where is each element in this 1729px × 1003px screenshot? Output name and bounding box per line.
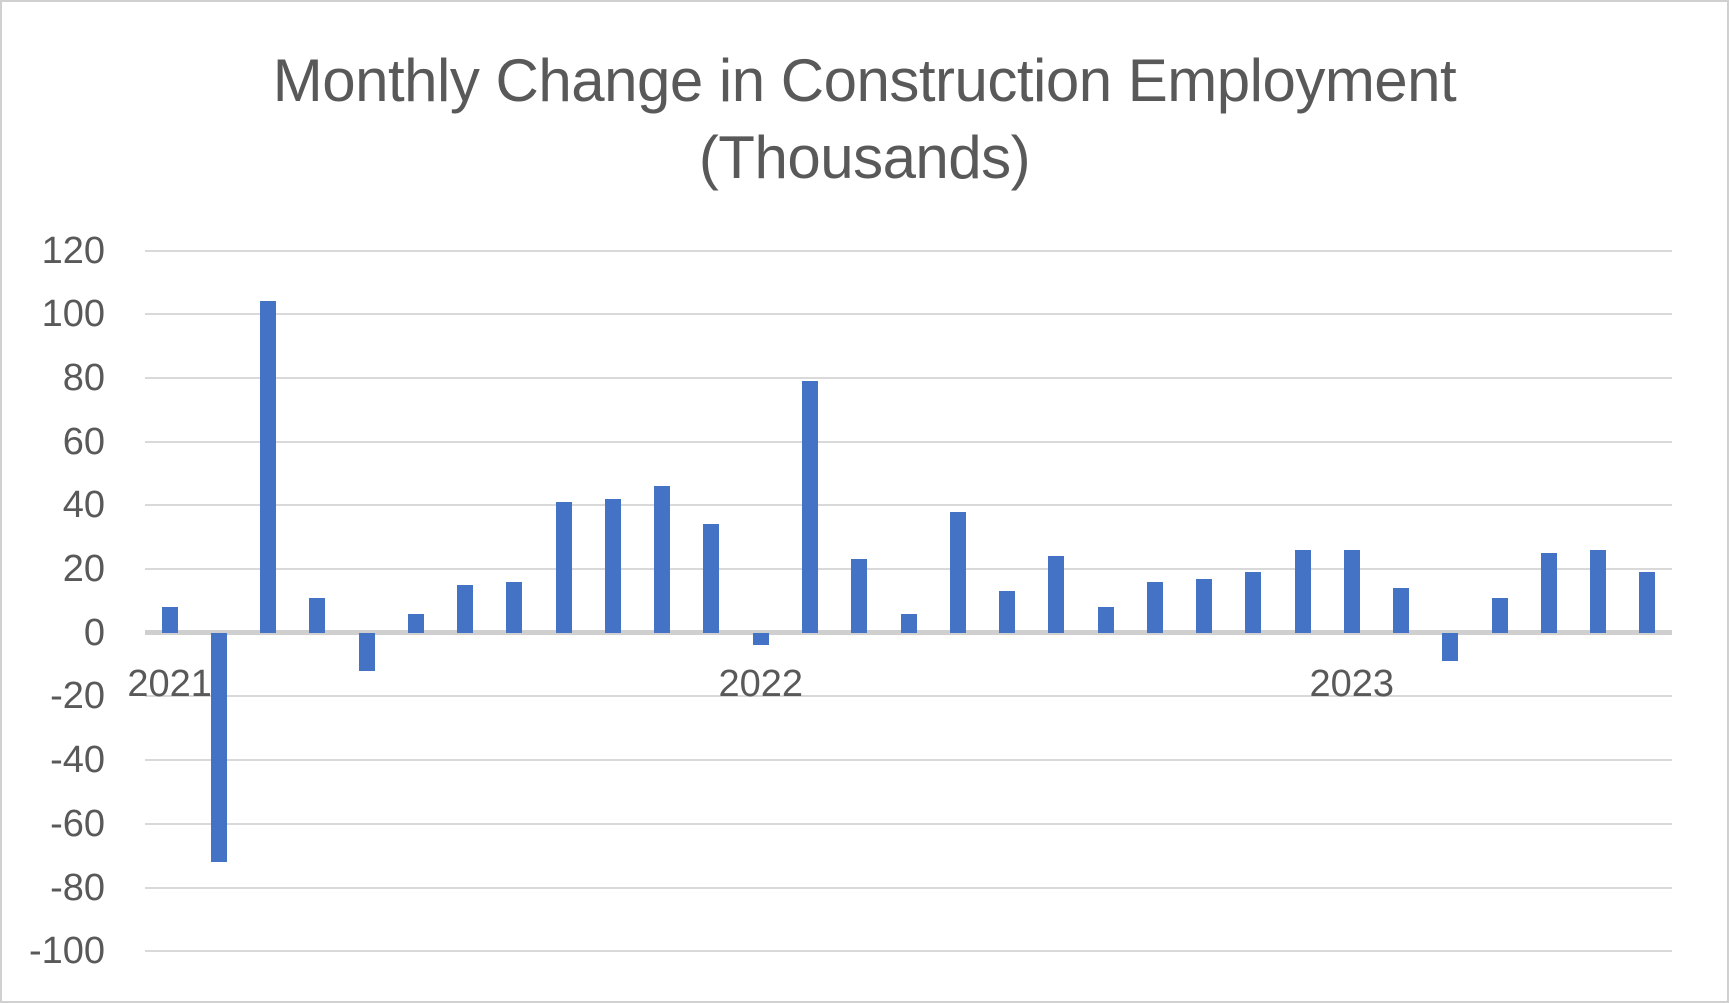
x-tick-label-2023: 2023 (1309, 663, 1395, 705)
bar-2021-07[interactable] (457, 584, 474, 633)
y-tick-label--20: -20 (50, 675, 105, 718)
bar-2021-06[interactable] (407, 613, 424, 633)
chart-title-line2: (Thousands) (698, 124, 1031, 191)
bar-2021-09[interactable] (555, 502, 572, 633)
x-axis-line (145, 630, 1672, 636)
gridline-y--40 (145, 759, 1672, 762)
bar-2021-01[interactable] (161, 607, 178, 633)
gridline-y-60 (145, 440, 1672, 443)
bar-2023-04[interactable] (1491, 597, 1508, 633)
bar-2022-01[interactable] (752, 632, 769, 646)
y-tick-label-80: 80 (62, 356, 105, 399)
y-tick-label--60: -60 (50, 802, 105, 845)
bar-2021-08[interactable] (506, 581, 523, 633)
bar-2023-02[interactable] (1393, 588, 1410, 633)
bar-2021-11[interactable] (654, 486, 671, 633)
bar-2022-10[interactable] (1196, 578, 1213, 633)
bar-2022-07[interactable] (1048, 556, 1065, 633)
bar-2021-02[interactable] (210, 632, 227, 862)
bar-2022-05[interactable] (949, 511, 966, 633)
gridline-y-40 (145, 504, 1672, 507)
gridline-y-120 (145, 249, 1672, 252)
bar-2021-12[interactable] (703, 524, 720, 633)
y-tick-label-120: 120 (41, 229, 105, 272)
gridline-y--80 (145, 886, 1672, 889)
bar-2022-04[interactable] (900, 613, 917, 633)
bar-2022-12[interactable] (1294, 549, 1311, 633)
bar-2023-05[interactable] (1540, 553, 1557, 633)
gridline-y--60 (145, 822, 1672, 825)
y-tick-label--80: -80 (50, 866, 105, 909)
bar-2022-08[interactable] (1097, 607, 1114, 633)
bar-2021-04[interactable] (309, 597, 326, 633)
gridline-y--20 (145, 695, 1672, 698)
y-tick-label-0: 0 (83, 611, 105, 654)
bar-2022-03[interactable] (851, 559, 868, 633)
y-tick-label-100: 100 (41, 293, 105, 336)
y-tick-label--100: -100 (28, 930, 105, 973)
chart-title-line1: Monthly Change in Construction Employmen… (272, 47, 1457, 114)
bar-2022-06[interactable] (999, 591, 1016, 633)
bar-2022-02[interactable] (801, 381, 818, 633)
bar-2022-09[interactable] (1146, 581, 1163, 633)
gridline-y--100 (145, 950, 1672, 953)
bar-2021-10[interactable] (604, 498, 621, 633)
gridline-y-100 (145, 313, 1672, 316)
chart-title: Monthly Change in Construction Employmen… (2, 42, 1727, 196)
bar-2021-05[interactable] (358, 632, 375, 671)
y-tick-label-20: 20 (62, 548, 105, 590)
y-tick-label--40: -40 (50, 739, 105, 782)
x-tick-label-2022: 2022 (718, 663, 803, 705)
gridline-y-80 (145, 376, 1672, 379)
bar-2022-11[interactable] (1245, 572, 1262, 633)
bar-2023-07[interactable] (1639, 572, 1656, 633)
y-tick-label-60: 60 (62, 420, 105, 463)
y-tick-label-40: 40 (62, 484, 105, 527)
bar-2023-06[interactable] (1590, 549, 1607, 633)
bar-2021-03[interactable] (260, 301, 277, 633)
gridline-y-20 (145, 568, 1672, 570)
bar-2023-03[interactable] (1442, 632, 1459, 662)
x-tick-label-2021: 2021 (127, 663, 212, 705)
bar-2023-01[interactable] (1343, 549, 1360, 633)
